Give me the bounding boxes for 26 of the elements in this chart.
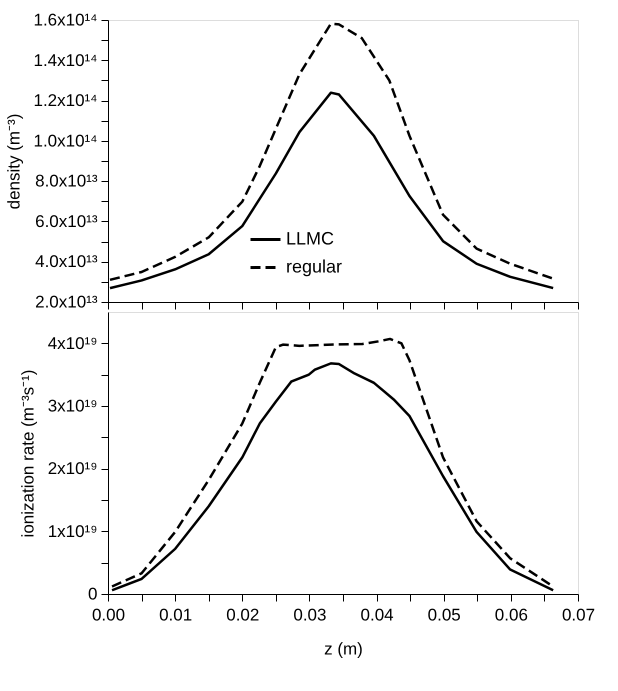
y-tick-label: 6.0x10¹³: [35, 212, 98, 231]
x-tick-label: 0.03: [293, 606, 326, 624]
y-tick-label: 1.6x10¹⁴: [33, 10, 98, 30]
y-tick-label: 1.0x10¹⁴: [33, 131, 98, 150]
y-tick-label: 3x10¹⁹: [48, 396, 98, 416]
x-tick-label: 0.07: [562, 606, 596, 624]
legend-label: regular: [286, 256, 342, 277]
x-tick-label: 0.00: [92, 606, 126, 624]
y-tick-label: 1.4x10¹⁴: [33, 50, 98, 70]
y-tick-label: 1.2x10¹⁴: [33, 91, 98, 110]
x-tick-label: 0.01: [159, 606, 192, 624]
y-tick-label: 4.0x10¹³: [35, 252, 98, 272]
y-tick-label: 1x10¹⁹: [48, 522, 98, 541]
x-tick-label: 0.04: [360, 606, 394, 624]
y-tick-label: 2x10¹⁹: [48, 459, 98, 478]
y-axis-title: density (m⁻³): [4, 114, 24, 210]
y-axis-title: ionization rate (m⁻³s⁻¹): [18, 370, 38, 538]
y-tick-label: 0: [88, 584, 98, 604]
y-tick-label: 8.0x10¹³: [35, 172, 98, 191]
x-axis-title: z (m): [324, 640, 363, 658]
x-tick-label: 0.02: [226, 606, 260, 624]
legend-label: LLMC: [286, 228, 334, 249]
x-tick-label: 0.06: [494, 606, 528, 624]
x-tick-label: 0.05: [428, 606, 461, 624]
y-tick-label: 4x10¹⁹: [48, 334, 98, 353]
y-tick-label: 2.0x10¹³: [35, 292, 98, 312]
